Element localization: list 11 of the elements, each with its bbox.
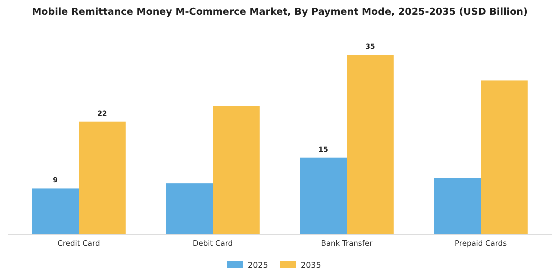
bar (79, 122, 126, 235)
bar (434, 178, 481, 235)
chart-title: Mobile Remittance Money M-Commerce Market, By Payment Mode, 2025-2035 (USD Billion) (32, 7, 528, 18)
bar (481, 80, 528, 235)
legend-label: 2035 (301, 261, 322, 270)
legend-label: 2025 (248, 261, 268, 270)
bar (166, 184, 213, 235)
bar (347, 55, 394, 235)
bar (300, 158, 347, 235)
bar (32, 188, 79, 235)
bar (213, 106, 260, 235)
